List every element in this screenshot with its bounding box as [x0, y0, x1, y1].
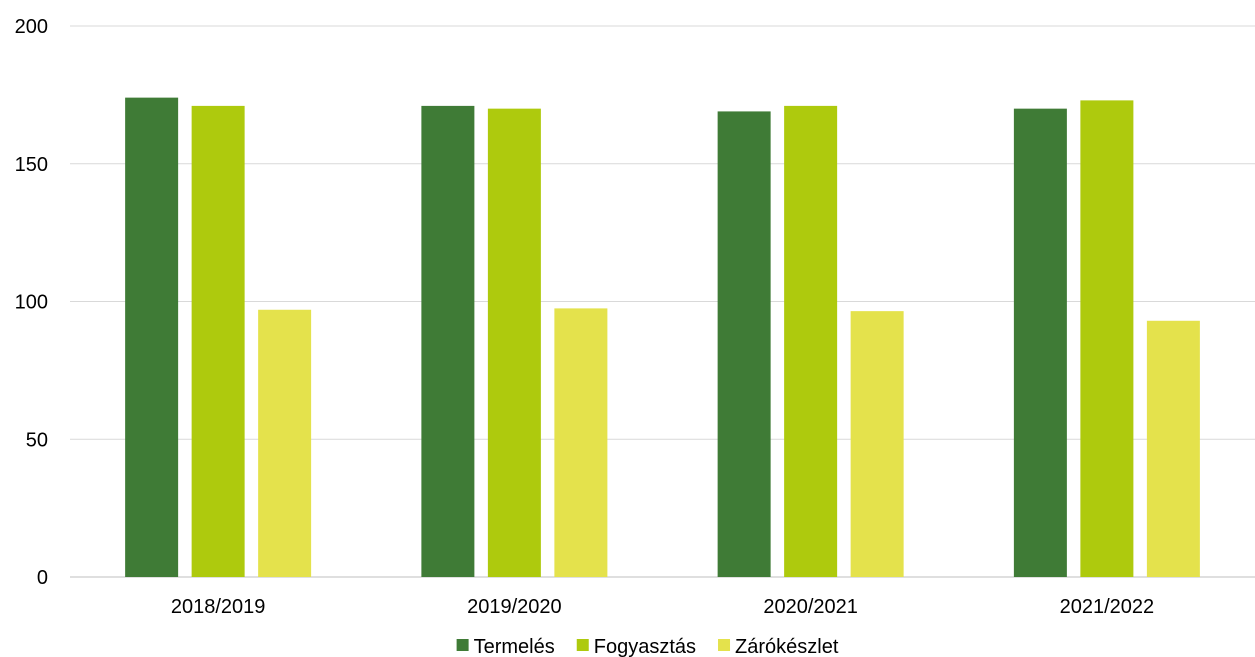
- x-tick-label: 2019/2020: [467, 596, 562, 618]
- legend-swatch: [576, 639, 589, 651]
- legend-label: Termelés: [474, 636, 555, 657]
- legend-label: Zárókészlet: [735, 636, 839, 657]
- bar: [1013, 108, 1067, 578]
- y-tick-label: 200: [15, 16, 48, 38]
- bar: [784, 105, 838, 577]
- y-tick-label: 50: [26, 429, 48, 451]
- x-tick-label: 2020/2021: [763, 596, 858, 618]
- legend: Termelés Fogyasztás Zárókészlet: [456, 636, 839, 657]
- x-tick-label: 2018/2019: [171, 596, 266, 618]
- legend-swatch: [718, 639, 731, 651]
- bar: [1080, 100, 1134, 577]
- y-tick-label: 0: [37, 567, 48, 589]
- bar: [258, 309, 312, 577]
- bar: [1146, 320, 1200, 577]
- x-axis-ticks: 2018/2019 2019/2020 2020/2021 2021/2022: [171, 596, 1154, 618]
- bar: [717, 111, 771, 577]
- y-tick-label: 150: [15, 154, 48, 176]
- x-tick-label: 2021/2022: [1060, 596, 1155, 618]
- bar: [850, 311, 904, 577]
- y-tick-label: 100: [15, 292, 48, 314]
- bar: [554, 308, 608, 577]
- y-axis-ticks: 0 50 100 150 200: [15, 16, 48, 589]
- legend-swatch: [456, 639, 469, 651]
- legend-label: Fogyasztás: [594, 636, 696, 657]
- gridlines: [70, 25, 1255, 578]
- bars: [125, 97, 1200, 578]
- bar: [191, 105, 245, 577]
- bar: [421, 105, 475, 577]
- bar: [487, 108, 541, 578]
- bar: [125, 97, 179, 577]
